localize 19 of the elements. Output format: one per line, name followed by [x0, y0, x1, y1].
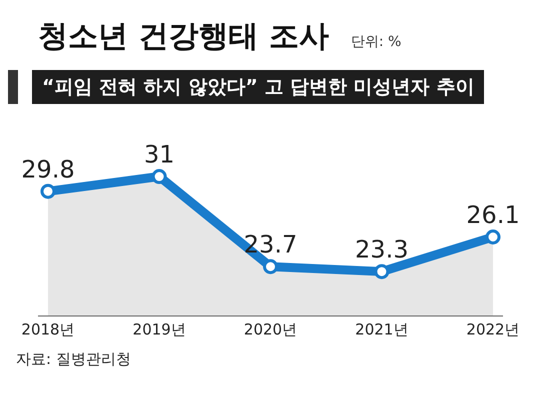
chart-title: 청소년 건강행태 조사 — [38, 18, 329, 56]
point — [486, 230, 500, 244]
point — [40, 184, 56, 199]
x-tick-label: 2019년 — [132, 320, 186, 339]
text: 단위: % — [350, 33, 402, 51]
x-tick-label: 2022년 — [466, 320, 520, 339]
point — [374, 264, 390, 280]
data-label: 29.8 — [21, 155, 75, 184]
data-label: 31 — [144, 140, 175, 169]
data-label: 26.1 — [466, 201, 520, 229]
data-label: 23.7 — [244, 230, 298, 259]
x-tick-label: 2020년 — [244, 320, 298, 339]
data-label: 23.3 — [355, 236, 408, 264]
chart-subtitle: “피임 전혀 하지 않았다” 고 답변한 미성년자 추이 — [32, 70, 484, 104]
point — [263, 259, 278, 274]
annotation: 자료: 질병관리청 — [16, 350, 131, 369]
x-tick-label: 2018년 — [21, 320, 75, 339]
x-tick-label: 2021년 — [355, 320, 408, 339]
point — [152, 169, 167, 184]
